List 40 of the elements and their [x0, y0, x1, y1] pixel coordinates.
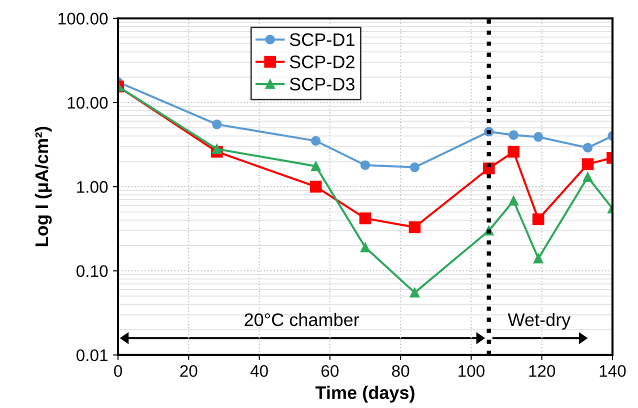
point [582, 158, 594, 170]
x-tick-label: 0 [114, 365, 122, 377]
point [359, 212, 372, 224]
x-tick-label: 60 [322, 365, 339, 377]
point [508, 196, 518, 206]
point [410, 288, 420, 298]
point [408, 221, 421, 234]
point [533, 254, 544, 264]
point [582, 142, 593, 153]
point [532, 213, 544, 226]
point [360, 160, 370, 170]
x-tick-label: 140 [600, 365, 626, 377]
x-tick-label: 120 [529, 365, 556, 377]
y-tick-label: 10.00 [68, 96, 108, 109]
point [410, 162, 420, 172]
x-tick-label: 80 [392, 365, 410, 377]
x-tick-label: 100 [458, 365, 484, 377]
y-tick-label: 0.10 [76, 265, 108, 278]
annotation: 20°C chamber [244, 312, 360, 326]
legend-label: SCP-D3 [290, 78, 354, 91]
y-tick-label: 1.00 [77, 181, 108, 193]
point [212, 144, 222, 154]
y-axis-title: Log I (μA/cm²) [34, 126, 52, 246]
annotation: Wet-dry [508, 312, 571, 330]
x-axis-title: Time (days) [315, 386, 414, 403]
point [310, 136, 321, 146]
point [508, 130, 518, 140]
y-tick-label: 0.01 [76, 349, 108, 362]
legend-label: SCP-D1 [290, 33, 354, 46]
point [533, 132, 544, 142]
legend-label: SCP-D2 [290, 56, 354, 68]
point [310, 161, 321, 172]
point [360, 242, 370, 252]
point [212, 119, 222, 130]
point [582, 172, 593, 182]
point [310, 180, 322, 193]
point [508, 146, 520, 158]
x-tick-label: 40 [250, 365, 268, 377]
y-tick-label: 100.00 [58, 12, 108, 25]
x-tick-label: 20 [180, 365, 198, 377]
